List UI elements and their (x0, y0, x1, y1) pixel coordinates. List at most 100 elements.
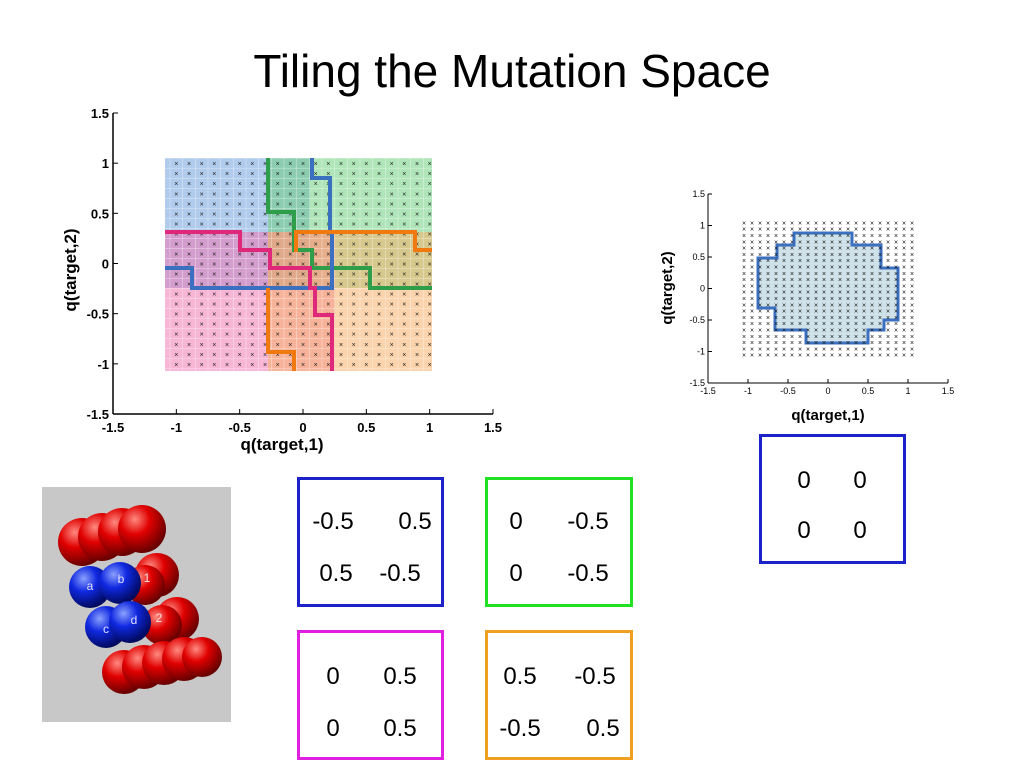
main-sample-mark: × (415, 181, 419, 188)
main-sample-mark: × (314, 201, 318, 208)
small-sample-mark: × (902, 271, 906, 278)
small-sample-mark: × (822, 296, 826, 303)
small-sample-mark: × (798, 252, 802, 259)
small-sample-mark: × (798, 283, 802, 290)
main-sample-mark: × (402, 191, 406, 198)
main-sample-mark: × (402, 221, 406, 228)
small-sample-mark: × (894, 296, 898, 303)
main-sample-mark: × (263, 352, 267, 359)
small-sample-mark: × (790, 353, 794, 360)
small-sample-mark: × (742, 264, 746, 271)
small-sample-mark: × (814, 309, 818, 316)
small-sample-mark: × (846, 258, 850, 265)
small-sample-mark: × (774, 258, 778, 265)
main-x-tick-label: 0 (299, 420, 306, 435)
main-sample-mark: × (288, 292, 292, 299)
main-sample-mark: × (263, 191, 267, 198)
main-sample-mark: × (225, 221, 229, 228)
small-sample-mark: × (806, 246, 810, 253)
small-sample-mark: × (902, 239, 906, 246)
main-sample-mark: × (352, 221, 356, 228)
small-y-tick-label: -1 (697, 347, 705, 357)
small-sample-mark: × (742, 271, 746, 278)
small-sample-mark: × (766, 309, 770, 316)
small-sample-mark: × (886, 239, 890, 246)
main-sample-mark: × (174, 251, 178, 258)
main-sample-mark: × (339, 322, 343, 329)
main-sample-mark: × (326, 322, 330, 329)
small-sample-mark: × (886, 340, 890, 347)
main-sample-mark: × (174, 211, 178, 218)
main-sample-mark: × (390, 231, 394, 238)
small-sample-mark: × (822, 220, 826, 227)
main-sample-mark: × (250, 342, 254, 349)
small-sample-mark: × (750, 346, 754, 353)
main-sample-mark: × (390, 272, 394, 279)
main-sample-mark: × (377, 322, 381, 329)
small-sample-mark: × (862, 271, 866, 278)
main-sample-mark: × (428, 322, 432, 329)
main-sample-mark: × (352, 241, 356, 248)
small-sample-mark: × (830, 283, 834, 290)
main-sample-mark: × (174, 231, 178, 238)
small-sample-mark: × (822, 252, 826, 259)
small-sample-mark: × (846, 353, 850, 360)
main-sample-mark: × (263, 332, 267, 339)
main-sample-mark: × (390, 161, 394, 168)
main-sample-mark: × (352, 302, 356, 309)
small-sample-mark: × (862, 227, 866, 234)
main-sample-mark: × (352, 231, 356, 238)
small-sample-mark: × (822, 353, 826, 360)
main-sample-mark: × (212, 241, 216, 248)
small-sample-mark: × (790, 290, 794, 297)
main-sample-mark: × (352, 282, 356, 289)
small-sample-mark: × (782, 334, 786, 341)
main-sample-mark: × (212, 201, 216, 208)
small-sample-mark: × (910, 271, 914, 278)
main-sample-mark: × (364, 362, 368, 369)
main-sample-mark: × (402, 231, 406, 238)
main-sample-mark: × (339, 161, 343, 168)
small-sample-mark: × (878, 296, 882, 303)
matrix-blue-r2c1: 0.5 (319, 560, 353, 587)
small-sample-mark: × (838, 277, 842, 284)
small-sample-mark: × (750, 258, 754, 265)
main-sample-mark: × (301, 272, 305, 279)
matrix-green-r2c1: 0 (509, 560, 523, 587)
small-sample-mark: × (862, 340, 866, 347)
matrix-zero-r1c2: 0 (853, 467, 867, 494)
main-sample-mark: × (238, 362, 242, 369)
small-sample-mark: × (854, 258, 858, 265)
small-sample-mark: × (838, 302, 842, 309)
main-sample-mark: × (364, 282, 368, 289)
small-sample-mark: × (894, 227, 898, 234)
matrix-magenta-r2c1: 0 (326, 715, 340, 742)
main-sample-mark: × (200, 181, 204, 188)
small-sample-mark: × (766, 290, 770, 297)
small-sample-mark: × (854, 239, 858, 246)
small-sample-mark: × (774, 327, 778, 334)
main-sample-mark: × (212, 231, 216, 238)
small-sample-mark: × (742, 353, 746, 360)
small-sample-mark: × (846, 252, 850, 259)
small-sample-mark: × (894, 346, 898, 353)
small-sample-mark: × (862, 296, 866, 303)
main-sample-mark: × (377, 231, 381, 238)
small-sample-mark: × (742, 227, 746, 234)
small-sample-mark: × (750, 290, 754, 297)
main-sample-mark: × (276, 342, 280, 349)
small-sample-mark: × (878, 233, 882, 240)
main-sample-mark: × (415, 262, 419, 269)
main-sample-mark: × (390, 292, 394, 299)
main-sample-mark: × (187, 251, 191, 258)
main-sample-mark: × (428, 161, 432, 168)
main-sample-mark: × (314, 211, 318, 218)
small-sample-mark: × (894, 239, 898, 246)
small-sample-mark: × (822, 321, 826, 328)
small-sample-mark: × (782, 283, 786, 290)
small-sample-mark: × (846, 227, 850, 234)
small-sample-mark: × (790, 233, 794, 240)
small-sample-mark: × (830, 258, 834, 265)
main-sample-mark: × (187, 302, 191, 309)
small-sample-mark: × (846, 239, 850, 246)
